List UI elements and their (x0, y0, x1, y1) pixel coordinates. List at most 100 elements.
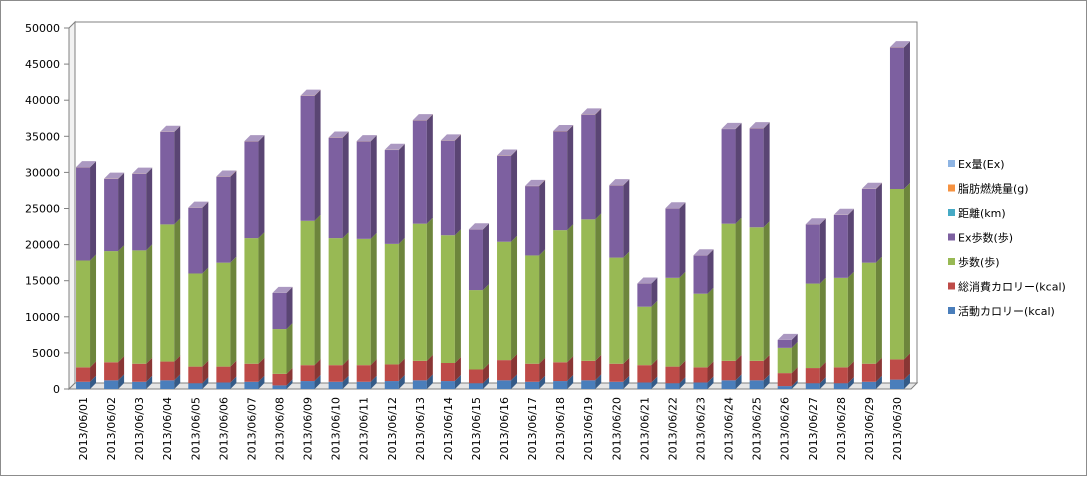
x-tick-label: 2013/06/11 (358, 397, 371, 460)
bar-front (665, 383, 679, 389)
bar-front (301, 365, 315, 381)
bar-side (595, 109, 601, 220)
bar-stack (694, 249, 714, 389)
legend-label: 総消費カロリー(kcal) (958, 280, 1066, 294)
bar-side (118, 173, 124, 251)
bar-segment (357, 233, 377, 365)
bar-stack (806, 218, 826, 389)
bar-front (132, 250, 146, 363)
bar-front (581, 219, 595, 361)
bar-front (694, 383, 708, 389)
bar-side (146, 244, 152, 363)
bar-front (722, 129, 736, 224)
bar-segment (76, 254, 96, 367)
bar-stack (722, 123, 742, 389)
bar-front (216, 367, 230, 383)
x-tick-label: 2013/06/05 (189, 397, 202, 460)
bar-stack (132, 168, 152, 389)
bar-side (427, 114, 433, 223)
bar-front (834, 383, 848, 389)
legend-swatch (948, 307, 955, 314)
bar-side (623, 179, 629, 257)
bar-side (399, 238, 405, 365)
bar-side (202, 267, 208, 366)
y-tick-label: 15000 (25, 275, 60, 288)
legend-label: Ex歩数(歩) (958, 231, 1013, 245)
bar-front (665, 209, 679, 278)
bar-stack (273, 287, 293, 389)
bar-front (357, 239, 371, 365)
y-tick-label: 0 (53, 383, 60, 396)
bar-segment (244, 232, 264, 364)
bar-front (553, 381, 567, 389)
bar-stack (497, 150, 517, 389)
bar-front (694, 294, 708, 368)
bar-front (244, 238, 258, 364)
x-tick-label: 2013/06/04 (161, 397, 174, 460)
x-tick-label: 2013/06/25 (751, 397, 764, 460)
bar-front (834, 215, 848, 278)
bar-stack (357, 135, 377, 389)
bar-front (778, 386, 792, 389)
bar-front (76, 367, 90, 381)
bar-segment (694, 249, 714, 293)
bar-front (160, 362, 174, 381)
bar-front (525, 255, 539, 363)
y-tick-label: 20000 (25, 239, 60, 252)
bar-front (244, 364, 258, 382)
x-tick-label: 2013/06/23 (695, 397, 708, 460)
x-tick-label: 2013/06/24 (723, 397, 736, 460)
bar-side (736, 123, 742, 224)
x-tick-label: 2013/06/10 (330, 397, 343, 460)
y-tick-label: 10000 (25, 311, 60, 324)
bar-front (441, 381, 455, 389)
bar-side (371, 135, 377, 238)
bar-segment (216, 171, 236, 263)
bar-front (862, 189, 876, 263)
bar-front (890, 189, 904, 359)
bar-side (230, 257, 236, 367)
bar-segment (469, 284, 489, 369)
bar-front (273, 293, 287, 329)
bar-segment (722, 218, 742, 361)
bar-front (273, 374, 287, 386)
bar-front (890, 359, 904, 379)
bar-front (188, 383, 202, 389)
bar-segment (637, 301, 657, 365)
bar-segment (76, 161, 96, 260)
bar-side (315, 215, 321, 365)
bar-side (343, 232, 349, 365)
bar-front (553, 131, 567, 230)
bar-segment (104, 173, 124, 251)
legend-item: 活動カロリー(kcal) (948, 304, 1055, 318)
bar-front (750, 380, 764, 389)
bar-stack (76, 161, 96, 389)
bar-front (637, 365, 651, 382)
x-tick-label: 2013/06/28 (835, 397, 848, 460)
bar-segment (273, 323, 293, 374)
bar-front (862, 364, 876, 382)
bar-front (722, 224, 736, 361)
legend-swatch (948, 283, 955, 290)
bar-front (329, 238, 343, 365)
bar-front (609, 185, 623, 257)
bar-segment (694, 288, 714, 368)
bar-side (287, 287, 293, 329)
bar-front (497, 380, 511, 389)
bar-front (413, 224, 427, 361)
legend-swatch (948, 185, 955, 192)
x-tick-label: 2013/06/29 (863, 397, 876, 460)
legend-label: Ex量(Ex) (958, 158, 1005, 171)
legend-label: 活動カロリー(kcal) (958, 304, 1055, 318)
bar-front (441, 235, 455, 363)
x-tick-label: 2013/06/14 (442, 397, 455, 460)
y-tick-label: 30000 (25, 166, 60, 179)
x-tick-label: 2013/06/17 (526, 397, 539, 460)
bar-stack (609, 179, 629, 389)
bar-side (371, 233, 377, 365)
bar-segment (301, 215, 321, 365)
bar-front (806, 368, 820, 383)
bar-front (104, 179, 118, 251)
bar-front (413, 380, 427, 389)
bar-stack (890, 41, 910, 389)
